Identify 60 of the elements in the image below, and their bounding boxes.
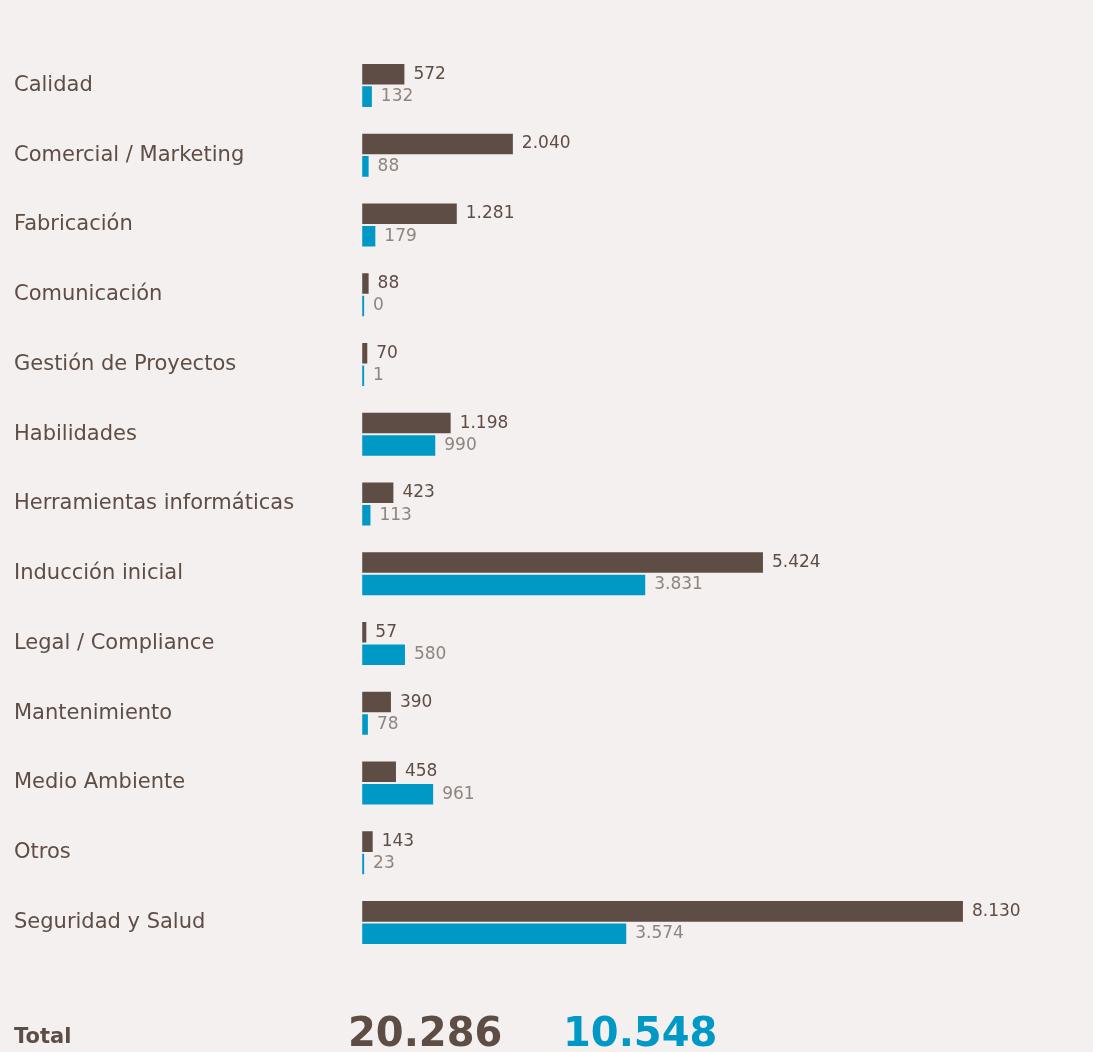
text: 10.548 <box>563 1008 718 1052</box>
data-label: 8.130 <box>971 899 1021 920</box>
bar <box>362 644 405 665</box>
data-label: 3.574 <box>635 922 684 943</box>
y-tick-label: Seguridad y Salud <box>14 908 206 933</box>
y-tick-label: Fabricación <box>14 211 133 236</box>
data-label: 458 <box>404 760 438 781</box>
bar <box>362 574 646 596</box>
data-label: 179 <box>384 224 417 245</box>
bar <box>362 831 373 852</box>
data-label: 70 <box>376 341 398 362</box>
bar <box>362 203 457 225</box>
data-label: 3.831 <box>654 573 703 594</box>
y-tick-label: Otros <box>14 839 71 864</box>
text: Total <box>14 1024 72 1048</box>
data-label: 990 <box>444 433 477 454</box>
bar <box>362 412 451 434</box>
text: 20.286 <box>348 1008 503 1052</box>
data-label: 88 <box>377 154 400 175</box>
data-label: 1.281 <box>465 202 515 223</box>
y-tick-label: Legal / Compliance <box>14 629 215 654</box>
y-tick-label: Inducción inicial <box>14 560 183 585</box>
y-tick-label: Gestión de Proyectos <box>14 350 237 375</box>
data-label: 1 <box>373 364 384 385</box>
data-label: 1.198 <box>459 411 509 432</box>
data-label: 2.040 <box>521 132 571 153</box>
y-tick-label: Habilidades <box>14 420 137 445</box>
data-label: 113 <box>379 503 412 524</box>
bar <box>362 156 369 177</box>
y-tick-label: Comercial / Marketing <box>14 141 245 166</box>
data-label: 423 <box>402 481 435 502</box>
data-label: 961 <box>442 782 475 803</box>
bar <box>362 86 372 107</box>
data-label: 57 <box>375 620 397 641</box>
data-label: 0 <box>373 294 384 315</box>
y-tick-label: Comunicación <box>14 281 163 306</box>
y-tick-label: Calidad <box>14 71 93 96</box>
data-label: 88 <box>377 272 400 292</box>
data-label: 5.424 <box>771 551 821 572</box>
bar <box>362 691 391 713</box>
y-tick-label: Medio Ambiente <box>14 769 186 794</box>
y-tick-label: Mantenimiento <box>14 699 173 724</box>
bar <box>362 482 394 504</box>
data-label: 78 <box>376 712 399 733</box>
bar <box>362 552 763 573</box>
bar <box>362 273 369 294</box>
y-tick-label: Herramientas informáticas <box>14 490 295 515</box>
bar <box>362 133 513 155</box>
bar <box>362 64 405 85</box>
data-label: 143 <box>381 830 415 851</box>
bar <box>362 435 436 456</box>
data-label: 580 <box>413 643 447 664</box>
bar <box>362 901 963 922</box>
bar <box>362 783 434 805</box>
data-label: 132 <box>380 85 414 106</box>
bar <box>362 923 627 944</box>
bar <box>362 761 396 783</box>
data-label: 390 <box>399 690 433 711</box>
data-label: 23 <box>373 852 395 873</box>
data-label: 572 <box>413 62 446 83</box>
